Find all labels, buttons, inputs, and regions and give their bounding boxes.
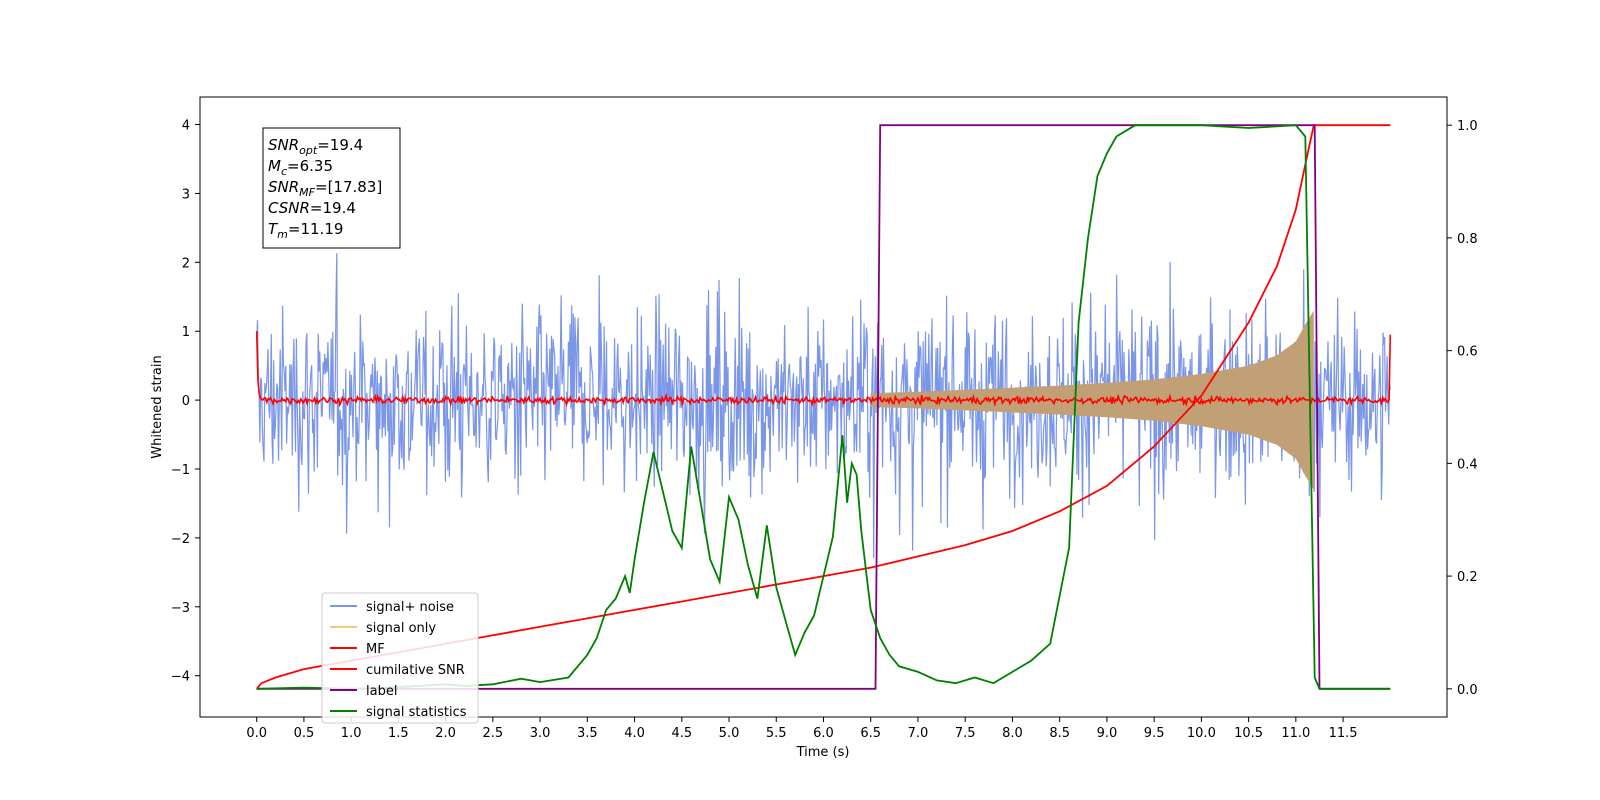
x-tick-label: 1.5: [388, 726, 409, 741]
annotation-value: =6.35: [287, 157, 333, 175]
annotation-symbol: SNR: [268, 136, 299, 154]
y-tick-label: −2: [171, 532, 190, 547]
x-tick-label: 11.0: [1281, 726, 1310, 741]
y-axis-right: 0.0 0.2 0.4 0.6 0.8 1.0: [1447, 119, 1478, 698]
x-tick-label: 4.0: [624, 726, 645, 741]
annotation-value: =[17.83]: [315, 178, 382, 196]
x-tick-label: 3.0: [530, 726, 551, 741]
x-tick-label: 9.5: [1144, 726, 1165, 741]
legend-label: MF: [366, 642, 385, 657]
x-tick-label: 9.0: [1097, 726, 1118, 741]
y-right-tick-label: 0.6: [1457, 345, 1478, 360]
y-tick-label: −3: [171, 601, 190, 616]
annotation-value: =11.19: [288, 220, 344, 238]
legend-label: label: [366, 684, 397, 699]
y-right-tick-label: 1.0: [1457, 119, 1478, 134]
annotation-symbol: M: [268, 157, 281, 175]
x-tick-label: 6.0: [813, 726, 834, 741]
y-tick-label: −1: [171, 463, 190, 478]
x-tick-label: 10.0: [1187, 726, 1216, 741]
y-tick-label: 1: [182, 325, 190, 340]
annotation-subscript: c: [281, 165, 287, 178]
x-tick-label: 3.5: [577, 726, 598, 741]
y-tick-label: −4: [171, 670, 190, 685]
x-tick-label: 7.5: [955, 726, 976, 741]
x-tick-label: 10.5: [1234, 726, 1263, 741]
annotation-symbol: SNR: [268, 178, 299, 196]
y-right-tick-label: 0.8: [1457, 232, 1478, 247]
y-tick-label: 0: [182, 394, 190, 409]
legend-label: signal+ noise: [366, 600, 454, 615]
legend-frame: [321, 592, 479, 724]
x-tick-label: 8.0: [1002, 726, 1023, 741]
y-right-tick-label: 0.0: [1457, 683, 1478, 698]
x-tick-label: 1.0: [341, 726, 362, 741]
x-tick-label: 2.0: [435, 726, 456, 741]
annotation-subscript: MF: [299, 186, 315, 199]
annotation-line: SNRopt=19.4: [268, 136, 363, 157]
x-tick-label: 0.5: [294, 726, 315, 741]
annotation-line: SNRMF=[17.83]: [268, 178, 382, 199]
legend-label: signal only: [366, 621, 436, 636]
annotation-frame: [262, 127, 401, 249]
legend-label: cumilative SNR: [366, 663, 465, 678]
annotation-line: Tm=11.19: [268, 220, 343, 241]
x-axis: 0.0 0.5 1.0 1.5 2.0 2.5 3.0 3.5 4.0 4.5 5.0 5.5 6.0 6…: [246, 717, 1358, 741]
x-tick-label: 2.5: [483, 726, 504, 741]
x-tick-label: 11.5: [1329, 726, 1358, 741]
y-tick-label: 4: [182, 119, 190, 134]
annotation-line: Mc=6.35: [268, 157, 333, 178]
legend: signal+ noise signal only MF cumilative SNR…: [321, 592, 479, 724]
x-tick-label: 4.5: [671, 726, 692, 741]
x-tick-label: 6.5: [860, 726, 881, 741]
series-line-mf: [255, 331, 1392, 408]
x-tick-label: 5.5: [766, 726, 787, 741]
annotation-symbol: T: [268, 220, 279, 238]
annotation-subscript: m: [277, 228, 288, 241]
annotation-value: =19.4: [317, 136, 363, 154]
y-right-tick-label: 0.4: [1457, 457, 1478, 472]
series-line-signal-statistics: [256, 124, 1391, 690]
y-tick-label: 3: [182, 187, 190, 202]
y-tick-label: 2: [182, 256, 190, 271]
annotation-symbol: CSNR: [268, 199, 310, 217]
y-right-tick-label: 0.2: [1457, 570, 1478, 585]
x-tick-label: 5.0: [719, 726, 740, 741]
x-tick-label: 7.0: [908, 726, 929, 741]
legend-label: signal statistics: [366, 705, 467, 720]
annotation-line: CSNR=19.4: [268, 199, 356, 217]
stats-annotation-box: SNRopt=19.4Mc=6.35SNRMF=[17.83]CSNR=19.4…: [262, 127, 401, 249]
x-axis-label: Time (s): [796, 745, 850, 760]
annotation-value: =19.4: [310, 199, 356, 217]
y-axis-label: Whitened strain: [150, 355, 165, 458]
x-tick-label: 0.0: [246, 726, 267, 741]
x-tick-label: 8.5: [1049, 726, 1070, 741]
y-axis-left: −4 −3 −2 −1 0 1 2 3 4: [171, 119, 200, 685]
annotation-subscript: opt: [299, 144, 318, 157]
series-area-signal-only: [870, 310, 1314, 490]
